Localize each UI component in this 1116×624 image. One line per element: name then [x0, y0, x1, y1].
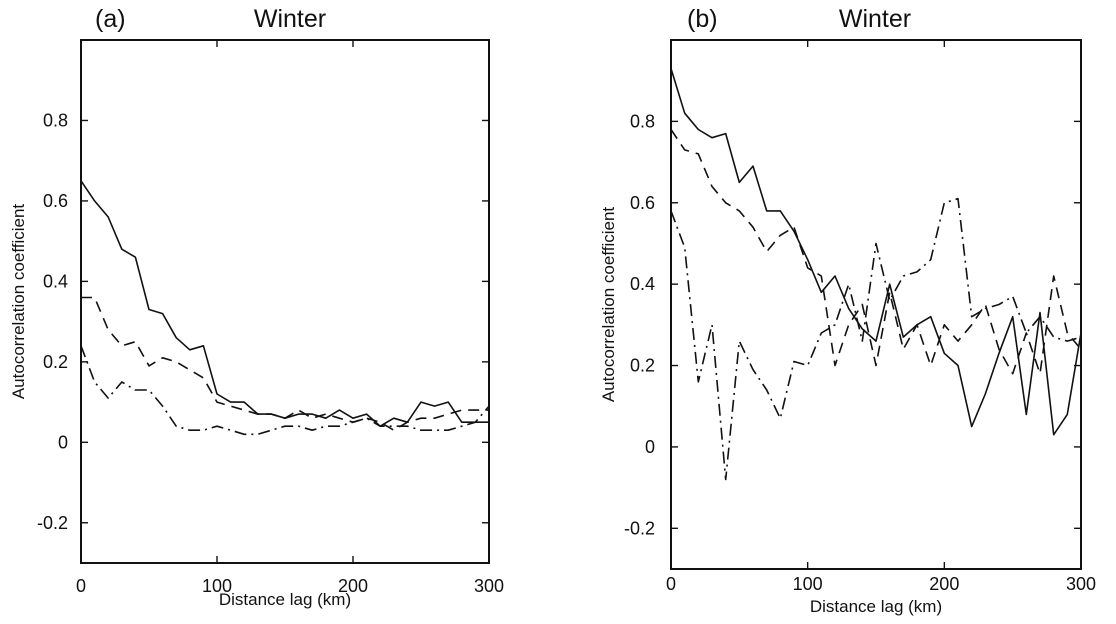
- y-tick-label: -0.2: [37, 513, 68, 533]
- x-tick-label: 200: [929, 574, 959, 594]
- x-tick-label: 300: [1066, 574, 1096, 594]
- y-tick-label: 0.8: [43, 110, 68, 130]
- y-tick-label: 0.8: [630, 111, 655, 131]
- x-tick-label: 0: [666, 574, 676, 594]
- y-tick-label: 0: [58, 432, 68, 452]
- y-tick-label: 0.2: [630, 356, 655, 376]
- x-tick-label: 0: [76, 576, 86, 596]
- x-axis-label: Distance lag (km): [810, 597, 942, 616]
- chart-title: Winter: [839, 5, 911, 33]
- x-tick-label: 100: [793, 574, 823, 594]
- x-tick-label: 200: [338, 576, 368, 596]
- series-line-dashed: [81, 296, 489, 432]
- y-tick-label: 0.4: [630, 274, 655, 294]
- y-tick-label: -0.2: [624, 518, 655, 538]
- y-tick-label: 0.4: [43, 271, 68, 291]
- y-axis-label: Autocorrelation coefficient: [599, 207, 618, 403]
- plot-frame: [670, 39, 1082, 570]
- y-tick-label: 0.6: [43, 191, 68, 211]
- y-tick-label: 0.6: [630, 193, 655, 213]
- panel-b: (b) Winter 0 100 200 300 -0.2 0 0.2 0.4 0.6 0.8 Dist…: [599, 5, 1096, 616]
- series-line-dashdot: [670, 197, 1082, 481]
- x-tick-label: 300: [474, 576, 504, 596]
- y-tick-label: 0.2: [43, 352, 68, 372]
- x-tick-label: 100: [202, 576, 232, 596]
- chart-title: Winter: [254, 5, 326, 33]
- series-line-dashdot: [80, 345, 490, 436]
- series-line-solid: [670, 68, 1082, 436]
- panel-label: (b): [687, 5, 718, 33]
- x-axis-label: Distance lag (km): [219, 590, 351, 609]
- panel-a: (a) Winter 0 100 200 300 -0.2 0 0.2 0.4 0.6 0.8 Dist…: [9, 5, 504, 609]
- plot-frame: [80, 39, 490, 564]
- y-axis-label: Autocorrelation coefficient: [9, 204, 28, 400]
- y-tick-label: 0: [645, 437, 655, 457]
- series-line-dashed: [670, 129, 1082, 375]
- panel-label: (a): [95, 5, 126, 33]
